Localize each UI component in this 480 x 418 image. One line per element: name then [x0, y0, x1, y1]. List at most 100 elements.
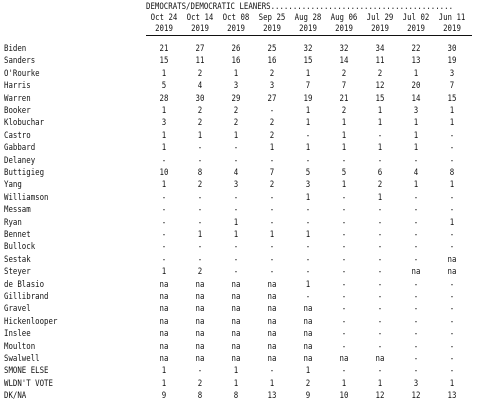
- table-cell: 27: [195, 44, 205, 54]
- table-cell: na: [267, 316, 277, 327]
- table-cell: -: [197, 366, 203, 377]
- table-cell: 4: [197, 81, 203, 92]
- column-year: 2019: [191, 24, 209, 34]
- table-cell: 1: [377, 378, 383, 389]
- table-cell: 1: [269, 230, 275, 240]
- table-row: Swalwell na na na na na na na - -: [0, 354, 480, 365]
- table-row: de Blasio na na na na 1 - - - -: [0, 280, 480, 291]
- table-cell: 1: [305, 279, 311, 290]
- table-cell: 1: [197, 230, 203, 240]
- table-cell: 14: [411, 93, 421, 104]
- table-cell: -: [413, 329, 419, 340]
- table-cell: 1: [413, 68, 419, 79]
- table-cell: 2: [197, 180, 203, 191]
- row-label: Hickenlooper: [4, 316, 58, 327]
- table-cell: -: [449, 155, 455, 166]
- table-cell: -: [413, 155, 419, 166]
- row-label: Swalwell: [4, 354, 40, 364]
- table-cell: 1: [413, 143, 419, 154]
- table-cell: na: [231, 341, 241, 352]
- table-cell: 1: [269, 143, 275, 154]
- table-row: Yang 1 2 3 2 3 1 2 1 1: [0, 180, 480, 191]
- table-cell: 2: [269, 180, 275, 191]
- row-label: Castro: [4, 130, 31, 141]
- table-cell: na: [267, 292, 277, 302]
- table-cell: na: [267, 354, 277, 364]
- table-cell: 12: [375, 81, 385, 92]
- table-cell: -: [269, 192, 275, 203]
- table-cell: 1: [341, 180, 347, 191]
- table-cell: -: [341, 341, 347, 352]
- table-row: Buttigieg 10 8 4 7 5 5 6 4 8: [0, 168, 480, 179]
- column-year: 2019: [299, 24, 317, 34]
- table-cell: 3: [449, 68, 455, 79]
- column-date: Jul 29: [366, 13, 394, 23]
- table-cell: -: [341, 279, 347, 290]
- table-cell: 1: [449, 217, 455, 228]
- table-row: WLDN'T VOTE 1 2 1 1 2 1 1 3 1: [0, 379, 480, 390]
- table-cell: -: [269, 106, 275, 116]
- table-cell: -: [341, 205, 347, 216]
- table-cell: -: [269, 242, 275, 253]
- table-cell: -: [413, 230, 419, 240]
- header-rule: [146, 35, 472, 36]
- row-label: WLDN'T VOTE: [4, 378, 53, 389]
- table-cell: 32: [303, 44, 313, 54]
- table-cell: na: [159, 354, 169, 364]
- table-cell: 19: [447, 56, 457, 67]
- table-row: Castro 1 1 1 2 - 1 - 1 -: [0, 131, 480, 142]
- table-cell: na: [231, 304, 241, 315]
- table-cell: na: [195, 304, 205, 315]
- table-cell: 3: [413, 106, 419, 116]
- table-cell: -: [197, 217, 203, 228]
- table-cell: 2: [197, 378, 203, 389]
- table-cell: 1: [161, 180, 167, 191]
- table-cell: 2: [377, 68, 383, 79]
- table-cell: -: [377, 341, 383, 352]
- table-cell: 3: [305, 180, 311, 191]
- table-cell: 7: [449, 81, 455, 92]
- table-cell: -: [197, 143, 203, 154]
- table-cell: -: [449, 279, 455, 290]
- table-cell: na: [195, 292, 205, 302]
- table-cell: 3: [161, 118, 167, 129]
- table-cell: -: [341, 292, 347, 302]
- table-cell: 19: [303, 93, 313, 104]
- table-cell: 1: [161, 267, 167, 278]
- table-cell: 22: [411, 44, 421, 54]
- row-label: Yang: [4, 180, 22, 191]
- table-cell: na: [303, 304, 313, 315]
- table-cell: 15: [447, 93, 457, 104]
- table-cell: -: [161, 192, 167, 203]
- column-date-row: Oct 24 Oct 14 Oct 08 Sep 25 Aug 28 Aug 06 Jul …: [0, 13, 480, 24]
- table-cell: na: [159, 304, 169, 315]
- row-label: Biden: [4, 44, 27, 54]
- table-cell: -: [377, 230, 383, 240]
- table-cell: 2: [197, 106, 203, 116]
- table-row: Gabbard 1 - - 1 1 1 1 1 -: [0, 143, 480, 154]
- column-year: 2019: [371, 24, 389, 34]
- table-cell: 1: [197, 130, 203, 141]
- table-cell: 8: [233, 391, 239, 402]
- row-label: SMONE ELSE: [4, 366, 49, 377]
- table-row: Harris 5 4 3 3 7 7 12 20 7: [0, 81, 480, 92]
- table-cell: na: [195, 329, 205, 340]
- column-date: Oct 14: [186, 13, 214, 23]
- table-title: DEMOCRATS/DEMOCRATIC LEANERS............…: [146, 2, 454, 12]
- table-cell: 1: [377, 143, 383, 154]
- table-cell: -: [377, 130, 383, 141]
- table-row: Booker 1 2 2 - 1 2 1 3 1: [0, 106, 480, 117]
- table-cell: -: [161, 217, 167, 228]
- table-cell: -: [413, 354, 419, 364]
- table-cell: 32: [339, 44, 349, 54]
- table-cell: 29: [231, 93, 241, 104]
- table-cell: 1: [233, 217, 239, 228]
- table-cell: -: [269, 366, 275, 377]
- table-cell: na: [231, 354, 241, 364]
- row-label: Gabbard: [4, 143, 36, 154]
- table-cell: -: [413, 217, 419, 228]
- table-cell: na: [195, 279, 205, 290]
- table-cell: 3: [269, 81, 275, 92]
- table-cell: na: [339, 354, 349, 364]
